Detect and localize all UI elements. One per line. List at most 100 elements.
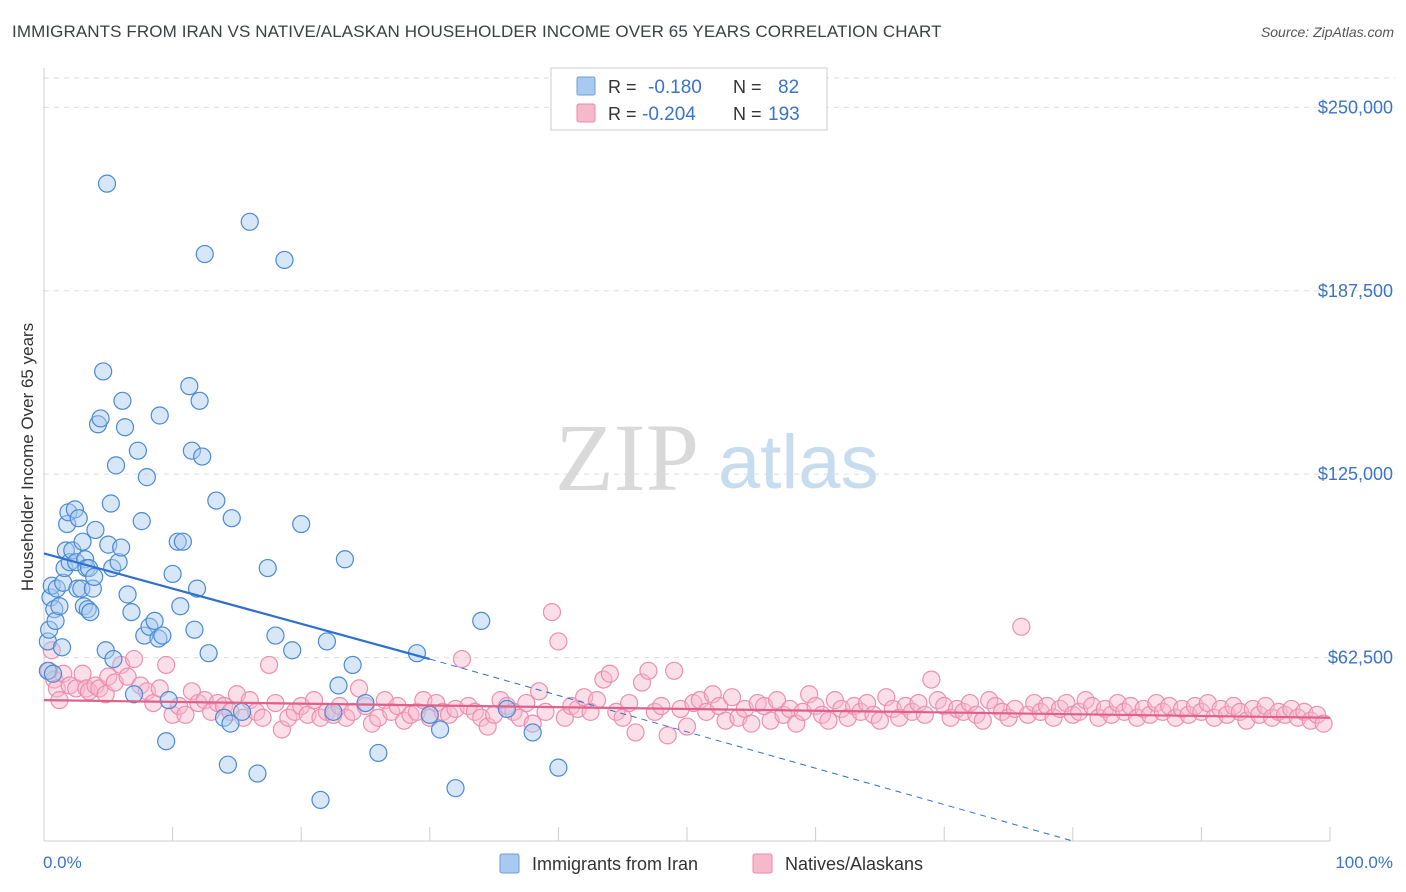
iran-point xyxy=(81,602,100,622)
iran-point xyxy=(94,362,113,381)
iran-point xyxy=(173,532,192,551)
natives-point xyxy=(877,688,896,707)
iran-point xyxy=(150,406,169,425)
iran-point xyxy=(69,509,88,528)
natives-point xyxy=(253,708,272,727)
iran-point xyxy=(153,626,172,645)
natives-point xyxy=(118,667,137,686)
iran-point xyxy=(145,611,164,631)
watermark: ZIP atlas xyxy=(555,404,879,511)
iran-point xyxy=(335,550,355,569)
iran-point xyxy=(97,174,117,193)
iran-point xyxy=(65,500,84,519)
iran-point xyxy=(240,212,259,231)
series-legend-label-iran: Immigrants from Iran xyxy=(532,854,698,874)
watermark-zip: ZIP xyxy=(555,404,699,511)
iran-point xyxy=(232,702,252,721)
natives-point xyxy=(176,705,195,724)
natives-points xyxy=(40,602,1333,745)
iran-point xyxy=(73,532,92,551)
natives-point xyxy=(272,720,292,739)
iran-point xyxy=(549,758,568,777)
natives-point xyxy=(787,714,806,733)
natives-point xyxy=(722,688,742,707)
iran-point xyxy=(171,597,190,616)
series-legend: Immigrants from Iran Natives/Alaskans xyxy=(499,853,923,874)
iran-point xyxy=(266,626,285,645)
natives-point xyxy=(1314,714,1333,733)
series-legend-label-natives: Natives/Alaskans xyxy=(785,854,923,874)
y-tick-label: $125,000 xyxy=(1318,464,1393,484)
iran-point xyxy=(106,456,126,475)
legend-n-label: N = xyxy=(733,77,762,97)
iran-point xyxy=(275,250,294,270)
iran-point xyxy=(118,585,137,604)
natives-point xyxy=(1057,693,1076,713)
watermark-atlas: atlas xyxy=(718,420,879,505)
iran-point xyxy=(248,764,267,783)
legend-swatch-natives xyxy=(576,103,596,123)
y-tick-label: $250,000 xyxy=(1318,97,1393,117)
iran-point xyxy=(85,567,104,586)
iran-point xyxy=(104,649,123,669)
y-tick-label: $62,500 xyxy=(1328,648,1393,668)
y-axis-label: Householder Income Over 65 years xyxy=(18,323,37,591)
legend-r-value-natives: -0.204 xyxy=(642,104,696,125)
natives-point xyxy=(42,641,61,660)
natives-point xyxy=(915,705,935,724)
iran-point xyxy=(132,512,151,531)
iran-point xyxy=(43,664,63,683)
x-tick-label-min: 0.0% xyxy=(43,853,82,872)
iran-point xyxy=(185,620,204,639)
legend-swatch-iran xyxy=(576,76,596,96)
iran-point xyxy=(124,685,144,704)
iran-point xyxy=(122,602,141,622)
iran-point xyxy=(50,597,69,616)
axes xyxy=(43,68,1331,842)
iran-point xyxy=(135,626,154,645)
iran-point xyxy=(159,691,178,710)
natives-point xyxy=(658,726,677,745)
iran-point xyxy=(163,564,182,584)
natives-point xyxy=(452,649,472,669)
iran-point xyxy=(128,441,147,460)
iran-point xyxy=(218,755,237,774)
legend-r-label: R = xyxy=(608,77,637,97)
iran-point xyxy=(193,447,212,466)
iran-trendline-extension xyxy=(429,658,1073,842)
iran-point xyxy=(446,779,465,798)
iran-point xyxy=(420,705,439,724)
natives-point xyxy=(819,711,838,730)
iran-point xyxy=(168,532,187,551)
iran-point xyxy=(187,579,207,598)
iran-point xyxy=(78,600,97,619)
iran-point xyxy=(113,391,132,410)
natives-point xyxy=(652,696,671,716)
iran-point xyxy=(109,553,128,572)
natives-point xyxy=(677,717,697,736)
iran-point xyxy=(137,468,156,487)
iran-point xyxy=(190,391,209,410)
series-legend-swatch-natives xyxy=(752,853,773,874)
iran-point xyxy=(46,611,65,631)
natives-point xyxy=(478,717,497,736)
natives-point xyxy=(542,602,562,622)
iran-points xyxy=(38,174,568,810)
natives-point xyxy=(259,655,279,675)
iran-point xyxy=(343,655,362,675)
iran-point xyxy=(195,244,214,264)
iran-trendline xyxy=(43,552,431,661)
natives-point xyxy=(1012,617,1031,636)
trendlines xyxy=(43,552,1331,842)
iran-point xyxy=(222,509,241,528)
iran-point xyxy=(369,743,388,763)
natives-point xyxy=(960,693,980,713)
source-label: Source: ZipAtlas.com xyxy=(1260,24,1394,40)
natives-point xyxy=(639,661,658,680)
iran-point xyxy=(42,576,61,595)
iran-point xyxy=(472,611,491,631)
iran-point xyxy=(207,491,226,510)
natives-point xyxy=(555,708,574,727)
legend-r-label: R = xyxy=(608,104,637,124)
